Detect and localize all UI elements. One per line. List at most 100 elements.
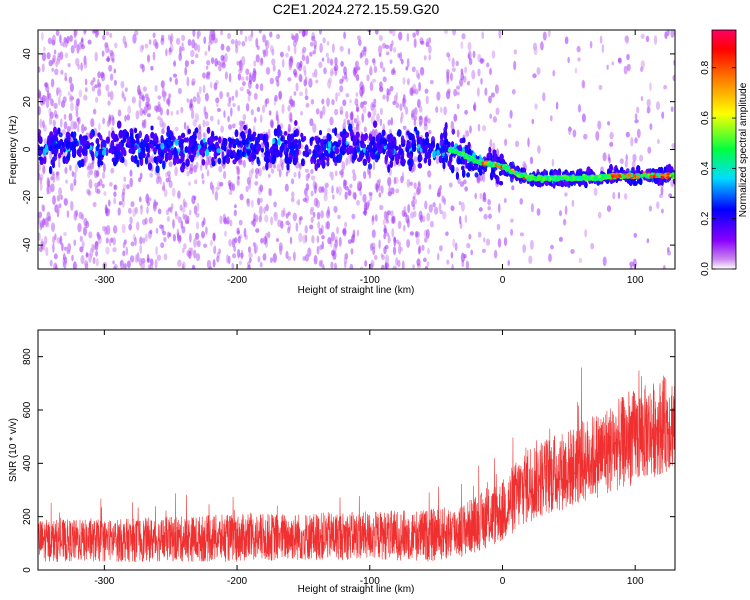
heatmap-cell [213,245,217,255]
heatmap-cell [254,167,260,175]
heatmap-cell [264,48,269,57]
heatmap-cell [593,187,598,196]
heatmap-cell [420,40,425,45]
heatmap-cell [323,67,327,75]
heatmap-cell [138,91,143,96]
heatmap-cell [469,125,472,134]
heatmap-cell [44,235,48,245]
heatmap-cell [583,133,588,140]
heatmap-cell [550,244,554,250]
heatmap-cell [631,160,636,169]
heatmap-cell [417,185,422,195]
heatmap-cell [209,115,214,122]
heatmap-cell [311,72,316,78]
heatmap-cell [242,113,247,121]
heatmap-cell [482,125,486,132]
heatmap-cell [460,41,464,49]
heatmap-cell [239,30,243,36]
heatmap-cell [325,52,329,58]
heatmap-cell [464,186,468,192]
heatmap-cell [458,200,462,206]
heatmap-cell [56,57,61,65]
heatmap-cell [238,219,243,226]
heatmap-cell [119,259,125,269]
heatmap-cell [258,30,262,34]
heatmap-cell [527,137,530,148]
heatmap-cell [242,120,246,125]
heatmap-cell [273,201,277,208]
heatmap-cell [245,103,250,112]
heatmap-cell [239,59,243,70]
heatmap-cell [624,35,629,43]
heatmap-cell [87,39,92,45]
heatmap-cell [537,145,541,154]
heatmap-cell [196,151,201,156]
heatmap-cell [474,192,477,200]
heatmap-cell [343,256,348,265]
heatmap-cell [634,119,639,124]
heatmap-cell [189,163,194,172]
heatmap-cell [647,146,652,154]
heatmap-cell [174,213,179,220]
heatmap-cell [336,226,339,235]
heatmap-cell [106,120,110,128]
heatmap-cell [226,45,231,52]
heatmap-cell [313,255,318,265]
heatmap-cell [304,87,308,96]
heatmap-cell [385,219,390,224]
heatmap-cell [362,105,367,114]
heatmap-cell [56,194,61,202]
heatmap-cell [380,264,385,269]
heatmap-cell [228,124,233,130]
heatmap-cell [231,95,235,101]
heatmap-cell [438,202,442,212]
heatmap-cell [536,67,541,75]
heatmap-cell [220,43,225,51]
heatmap-cell [253,92,258,100]
heatmap-cell [161,122,166,129]
heatmap-cell [202,119,206,128]
heatmap-cell [403,212,408,218]
heatmap-cell [362,45,367,53]
heatmap-cell [354,98,359,106]
heatmap-cell [427,247,430,255]
heatmap-cell [81,240,85,249]
heatmap-cell [529,156,534,165]
heatmap-cell [52,235,56,244]
heatmap-cell [124,87,128,92]
heatmap-cell [439,245,443,252]
heatmap-cell [156,254,162,261]
heatmap-cell [269,44,274,54]
heatmap-cell [108,130,111,139]
heatmap-cell [402,147,407,152]
heatmap-cell [53,253,58,260]
heatmap-cell [54,264,58,269]
heatmap-cell [324,182,329,188]
heatmap-cell [71,170,75,177]
heatmap-cell [360,50,365,58]
heatmap-cell [489,113,493,119]
heatmap-cell [464,214,468,224]
heatmap-cell [480,77,483,85]
heatmap-cell [117,109,122,117]
heatmap-cell [389,30,393,34]
heatmap-cell [105,84,110,92]
heatmap-cell [276,237,279,243]
heatmap-cell [62,96,67,104]
heatmap-cell [481,248,486,253]
heatmap-cell [177,216,182,224]
heatmap-cell [436,91,441,101]
heatmap-cell [186,98,190,103]
heatmap-cell [270,120,274,129]
heatmap-cell [224,71,229,80]
heatmap-cell [345,157,348,167]
heatmap-cell [298,30,302,34]
heatmap-cell [135,110,140,120]
heatmap-cell [366,74,370,82]
heatmap-cell [160,34,165,42]
heatmap-cell [201,172,204,180]
heatmap-cell [169,206,173,214]
heatmap-cell [215,186,219,192]
heatmap-cell [191,195,196,205]
heatmap-cell [356,114,359,124]
